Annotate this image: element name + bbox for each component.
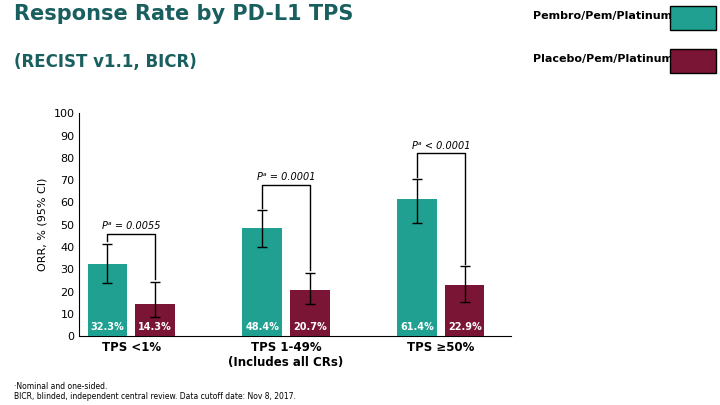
Bar xyxy=(88,264,127,336)
Bar xyxy=(445,285,485,336)
Y-axis label: ORR, % (95% CI): ORR, % (95% CI) xyxy=(37,178,48,271)
Text: 20.7%: 20.7% xyxy=(293,322,327,332)
Text: (RECIST v1.1, BICR): (RECIST v1.1, BICR) xyxy=(14,53,197,70)
Text: 48.4%: 48.4% xyxy=(246,322,279,332)
Text: Response Rate by PD-L1 TPS: Response Rate by PD-L1 TPS xyxy=(14,4,354,24)
Bar xyxy=(135,304,175,336)
Text: Pᵃ < 0.0001: Pᵃ < 0.0001 xyxy=(412,141,470,151)
Text: 32.3%: 32.3% xyxy=(91,322,125,332)
Text: ·Nominal and one-sided.
BICR, blinded, independent central review. Data cutoff d: ·Nominal and one-sided. BICR, blinded, i… xyxy=(14,382,296,401)
Text: Pembro/Pem/Platinum: Pembro/Pem/Platinum xyxy=(533,11,672,21)
Text: Placebo/Pem/Platinum: Placebo/Pem/Platinum xyxy=(533,54,672,64)
Text: Pᵃ = 0.0001: Pᵃ = 0.0001 xyxy=(257,173,315,182)
Text: 22.9%: 22.9% xyxy=(448,322,482,332)
Bar xyxy=(397,199,436,336)
Bar xyxy=(290,290,330,336)
Bar xyxy=(243,228,282,336)
Text: 61.4%: 61.4% xyxy=(400,322,433,332)
Text: Pᵃ = 0.0055: Pᵃ = 0.0055 xyxy=(102,222,161,231)
Text: 14.3%: 14.3% xyxy=(138,322,172,332)
